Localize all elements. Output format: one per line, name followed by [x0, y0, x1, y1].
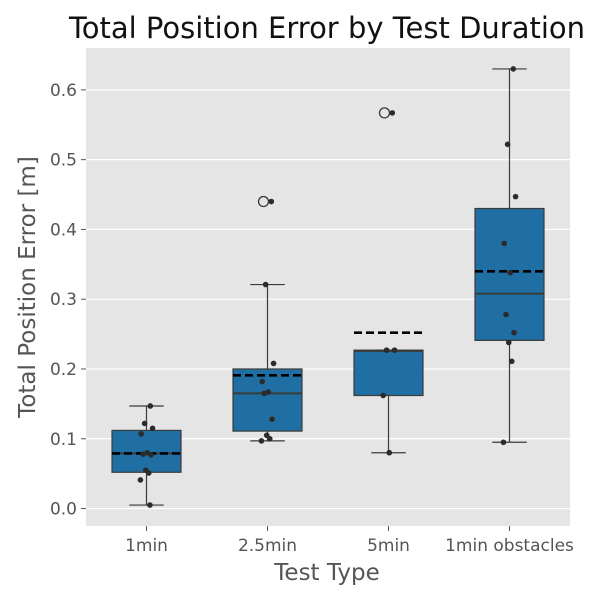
data-point	[504, 141, 511, 148]
x-tick-label: 5min	[367, 536, 410, 556]
y-tick-label: 0.3	[50, 290, 77, 310]
data-point	[149, 425, 156, 432]
y-tick-label: 0.4	[50, 220, 77, 240]
box-2	[232, 195, 303, 442]
x-tick-label: 2.5min	[238, 536, 297, 556]
y-tick-label: 0.5	[50, 151, 77, 171]
y-tick-label: 0.1	[50, 430, 77, 450]
data-point	[511, 329, 517, 336]
data-point	[147, 403, 154, 409]
x-tick-label: 1min	[125, 536, 168, 556]
data-point	[501, 240, 507, 247]
box-iqr	[353, 349, 424, 397]
data-point	[268, 198, 275, 205]
data-point	[503, 311, 509, 318]
data-point	[147, 502, 153, 508]
data-point	[140, 451, 146, 457]
data-point	[510, 66, 517, 72]
data-point	[266, 435, 273, 442]
y-tick-label: 0.6	[50, 81, 77, 101]
data-point	[500, 439, 507, 446]
y-tick-label: 0.0	[50, 500, 77, 520]
data-point	[259, 378, 265, 385]
box-iqr	[232, 368, 303, 432]
data-point	[141, 420, 148, 427]
y-axis-title: Total Position Error [m]	[15, 156, 41, 419]
x-tick-label: 1min obstacles	[445, 536, 574, 556]
x-axis-title: Test Type	[273, 560, 379, 586]
chart-title: Total Position Error by Test Duration	[68, 11, 585, 45]
data-point	[258, 438, 265, 444]
data-point	[391, 347, 398, 353]
data-point	[262, 281, 269, 288]
data-point	[383, 347, 390, 353]
x-axis-ticks: 1min 2.5min 5min 1min obstacles	[125, 526, 574, 556]
y-axis-ticks: 0.0 0.1 0.2 0.3 0.4 0.5 0.6	[50, 81, 86, 520]
data-point	[269, 416, 275, 423]
y-tick-label: 0.2	[50, 360, 77, 380]
data-point	[380, 392, 386, 399]
data-points	[137, 66, 519, 508]
data-point	[137, 477, 144, 483]
data-point	[145, 470, 152, 476]
data-point	[261, 390, 267, 397]
data-point	[148, 452, 154, 458]
data-point	[507, 269, 514, 276]
data-point	[512, 193, 519, 200]
data-point	[508, 358, 515, 365]
data-point	[270, 360, 277, 367]
data-point	[386, 449, 393, 456]
data-point	[505, 339, 512, 346]
data-point	[389, 110, 396, 116]
data-point	[138, 431, 144, 437]
